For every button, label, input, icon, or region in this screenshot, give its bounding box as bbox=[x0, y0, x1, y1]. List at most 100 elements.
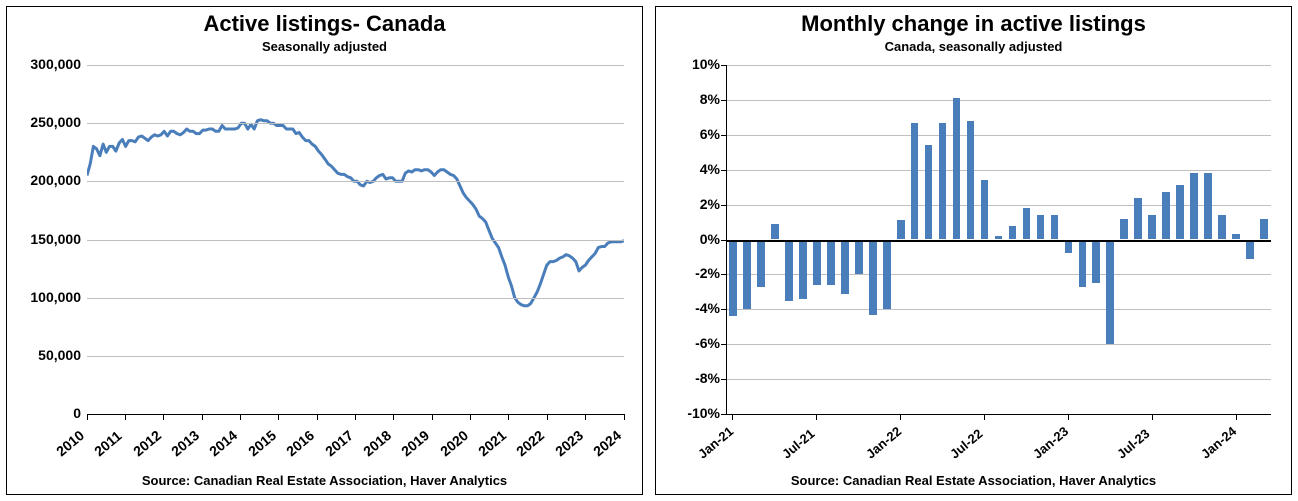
bar bbox=[785, 240, 793, 301]
gridline bbox=[87, 123, 624, 124]
x-tick bbox=[624, 414, 625, 420]
right-chart-panel: Monthly change in active listings Canada… bbox=[655, 6, 1292, 495]
x-tick bbox=[125, 414, 126, 420]
bar bbox=[1190, 173, 1198, 239]
y-tick-label: 250,000 bbox=[11, 114, 81, 130]
x-tick-label: 2015 bbox=[245, 427, 279, 459]
bar bbox=[827, 240, 835, 285]
bar bbox=[841, 240, 849, 294]
left-source: Source: Canadian Real Estate Association… bbox=[7, 473, 642, 488]
x-tick bbox=[202, 414, 203, 420]
x-tick bbox=[393, 414, 394, 420]
x-tick-label: 2024 bbox=[590, 427, 624, 459]
x-tick bbox=[585, 414, 586, 420]
bar bbox=[1023, 208, 1031, 239]
x-tick-label: 2018 bbox=[360, 427, 394, 459]
gridline bbox=[726, 135, 1271, 136]
bar bbox=[939, 123, 947, 240]
x-axis bbox=[726, 414, 1271, 415]
x-tick-label: 2020 bbox=[437, 427, 471, 459]
bar bbox=[743, 240, 751, 310]
bar bbox=[799, 240, 807, 299]
bar bbox=[1134, 198, 1142, 240]
bar bbox=[1009, 226, 1017, 240]
bar bbox=[981, 180, 989, 239]
right-source: Source: Canadian Real Estate Association… bbox=[656, 473, 1291, 488]
bar bbox=[1218, 215, 1226, 239]
x-tick-label: Jan-24 bbox=[1198, 424, 1239, 462]
right-subtitle: Canada, seasonally adjusted bbox=[656, 39, 1291, 54]
x-tick bbox=[900, 414, 901, 420]
bar bbox=[953, 98, 961, 239]
y-tick-label: 6% bbox=[660, 126, 720, 142]
x-tick-label: 2012 bbox=[130, 427, 164, 459]
gridline bbox=[87, 65, 624, 66]
bar bbox=[1204, 173, 1212, 239]
left-chart-panel: Active listings- Canada Seasonally adjus… bbox=[6, 6, 643, 495]
gridline bbox=[726, 309, 1271, 310]
zero-line bbox=[726, 240, 1271, 242]
gridline bbox=[726, 379, 1271, 380]
x-tick-label: 2011 bbox=[91, 427, 125, 459]
gridline bbox=[726, 274, 1271, 275]
bar bbox=[869, 240, 877, 315]
x-tick bbox=[1236, 414, 1237, 420]
gridline bbox=[726, 100, 1271, 101]
y-tick-label: -10% bbox=[660, 405, 720, 421]
x-tick-label: 2014 bbox=[206, 427, 240, 459]
x-tick bbox=[240, 414, 241, 420]
bar bbox=[1120, 219, 1128, 240]
y-tick-label: -6% bbox=[660, 335, 720, 351]
bar bbox=[757, 240, 765, 287]
gridline bbox=[726, 344, 1271, 345]
x-tick-label: Jul-23 bbox=[1114, 426, 1152, 462]
bar bbox=[855, 240, 863, 275]
y-tick-label: -4% bbox=[660, 300, 720, 316]
bar bbox=[1106, 240, 1114, 345]
x-tick-label: Jan-21 bbox=[695, 424, 736, 462]
y-tick-label: 0% bbox=[660, 231, 720, 247]
y-tick-label: 8% bbox=[660, 91, 720, 107]
x-tick-label: Jul-22 bbox=[947, 426, 985, 462]
x-tick bbox=[816, 414, 817, 420]
x-tick bbox=[508, 414, 509, 420]
y-tick-label: 2% bbox=[660, 196, 720, 212]
gridline bbox=[726, 65, 1271, 66]
bar bbox=[1260, 219, 1268, 240]
bar bbox=[771, 224, 779, 240]
left-title: Active listings- Canada bbox=[7, 11, 642, 37]
x-tick bbox=[432, 414, 433, 420]
bar bbox=[1065, 240, 1073, 254]
y-tick-label: 100,000 bbox=[11, 289, 81, 305]
bar bbox=[1079, 240, 1087, 287]
y-tick-label: 10% bbox=[660, 56, 720, 72]
right-title: Monthly change in active listings bbox=[656, 11, 1291, 37]
gridline bbox=[726, 205, 1271, 206]
y-tick-label: 300,000 bbox=[11, 56, 81, 72]
gridline bbox=[726, 170, 1271, 171]
x-tick-label: Jan-22 bbox=[863, 424, 904, 462]
x-tick-label: 2023 bbox=[552, 427, 586, 459]
bar bbox=[1148, 215, 1156, 239]
y-tick-label: 200,000 bbox=[11, 172, 81, 188]
left-plot-area: 050,000100,000150,000200,000250,000300,0… bbox=[87, 65, 624, 414]
x-tick-label: 2021 bbox=[475, 427, 509, 459]
x-tick-label: 2013 bbox=[168, 427, 202, 459]
bar bbox=[897, 220, 905, 239]
bar bbox=[925, 145, 933, 239]
x-tick bbox=[317, 414, 318, 420]
left-subtitle: Seasonally adjusted bbox=[7, 39, 642, 54]
y-tick-label: -8% bbox=[660, 370, 720, 386]
bar bbox=[911, 123, 919, 240]
y-tick-label: 4% bbox=[660, 161, 720, 177]
bar bbox=[813, 240, 821, 285]
gridline bbox=[87, 181, 624, 182]
bar bbox=[1162, 192, 1170, 239]
x-tick bbox=[547, 414, 548, 420]
bar bbox=[1051, 215, 1059, 239]
x-tick-label: 2016 bbox=[283, 427, 317, 459]
x-tick-label: Jan-23 bbox=[1030, 424, 1071, 462]
y-tick-label: 50,000 bbox=[11, 347, 81, 363]
x-tick bbox=[1068, 414, 1069, 420]
bar bbox=[1246, 240, 1254, 259]
